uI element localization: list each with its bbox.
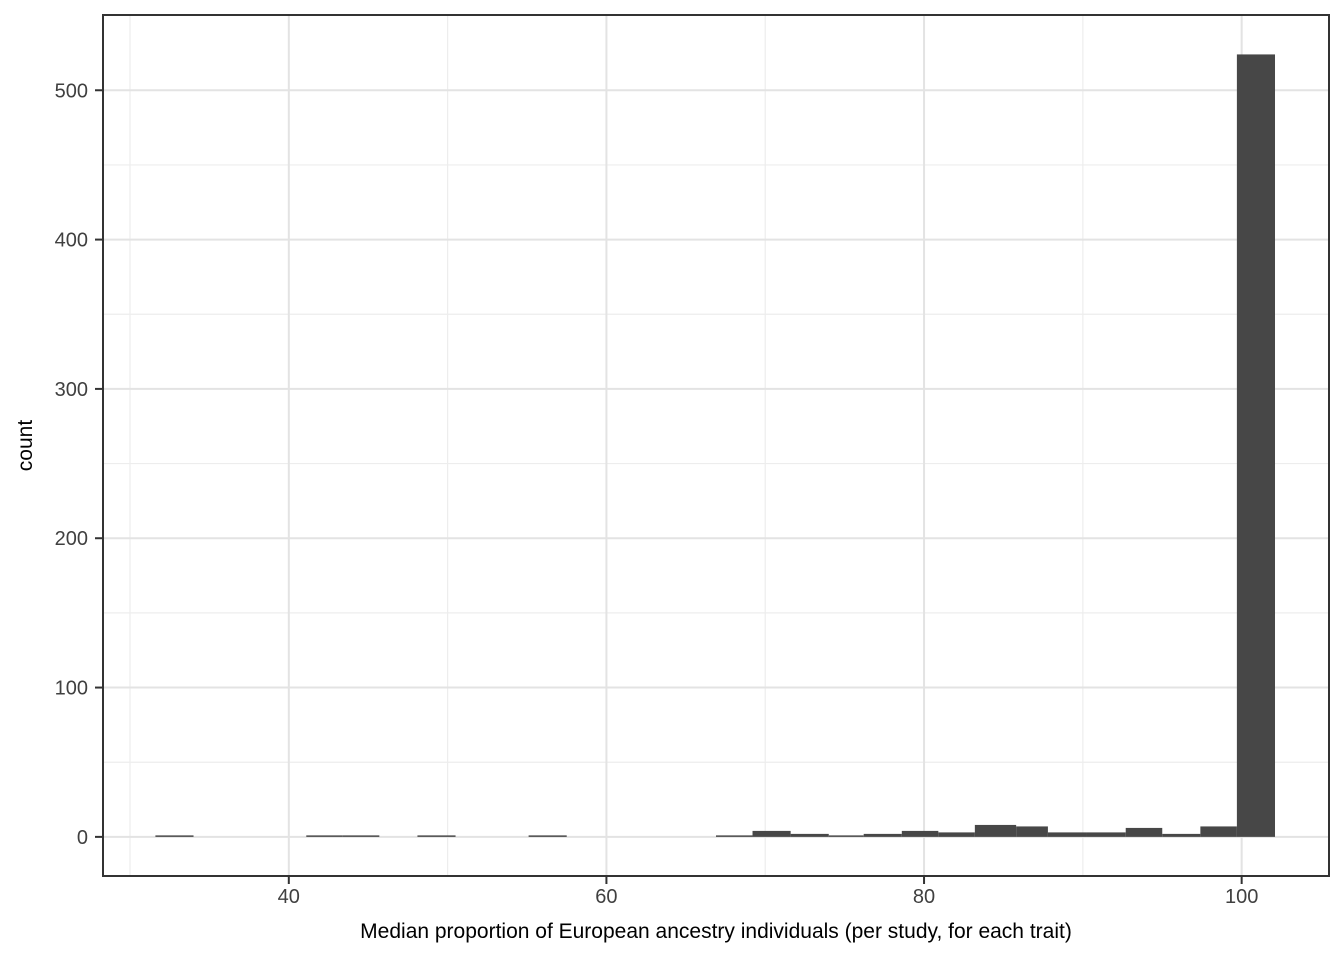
histogram-bar: [1200, 826, 1237, 837]
histogram-bar: [1162, 833, 1201, 837]
histogram-bar: [901, 830, 939, 837]
histogram-bar: [752, 830, 791, 837]
histogram-bar: [306, 835, 343, 837]
histogram-bar: [790, 833, 829, 837]
x-axis-title: Median proportion of European ancestry i…: [360, 920, 1072, 943]
histogram-bar: [417, 835, 456, 837]
gridlines-layer: [103, 15, 1329, 876]
histogram-bar: [342, 835, 380, 837]
histogram-bar: [863, 833, 902, 837]
y-tick-label: 500: [55, 80, 88, 102]
histogram-bar: [974, 824, 1017, 837]
x-tick-label: 80: [913, 886, 935, 908]
y-tick-label: 100: [55, 678, 88, 700]
axis-layer: 40 60 80 100 0 100 200 300 400 500: [55, 80, 1259, 908]
histogram-bar: [1086, 832, 1126, 837]
bars-layer: [155, 54, 1276, 837]
panel-border: [102, 14, 1330, 877]
histogram-bar: [828, 835, 864, 837]
panel-background: [103, 15, 1329, 876]
x-tick-label: 40: [278, 886, 300, 908]
histogram-bar: [716, 835, 753, 837]
histogram-bar: [528, 835, 567, 837]
histogram-bar: [1125, 827, 1163, 837]
y-tick-label: 200: [55, 528, 88, 550]
y-tick-label: 400: [55, 230, 88, 252]
histogram-bar: [1236, 54, 1276, 837]
x-tick-label: 100: [1225, 886, 1258, 908]
histogram-bar: [1016, 826, 1048, 837]
histogram-bar: [1047, 832, 1087, 837]
histogram-bar: [155, 835, 194, 837]
x-tick-label: 60: [595, 886, 617, 908]
y-axis-title: count: [14, 420, 37, 472]
histogram-bar: [938, 832, 975, 837]
y-tick-label: 300: [55, 379, 88, 401]
y-tick-label: 0: [77, 827, 88, 849]
